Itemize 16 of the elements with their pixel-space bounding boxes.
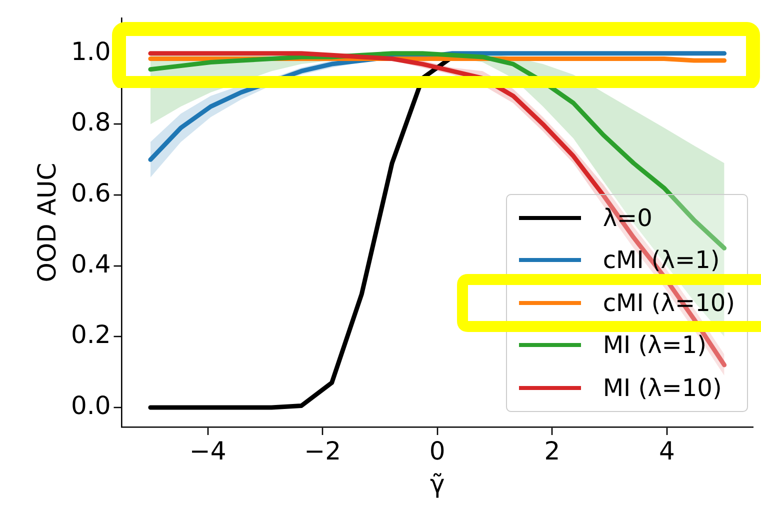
x-axis-title: γ̃ bbox=[430, 470, 445, 498]
y-tick-label: 0.6 bbox=[70, 178, 111, 208]
legend-label: cMI (λ=1) bbox=[602, 246, 720, 274]
legend-label: MI (λ=1) bbox=[602, 331, 707, 360]
legend-label: MI (λ=10) bbox=[602, 374, 722, 402]
y-tick-label: 0.2 bbox=[70, 320, 111, 350]
y-tick-label: 1.0 bbox=[70, 36, 111, 66]
x-tick-label: −2 bbox=[304, 436, 342, 466]
x-tick-label: 0 bbox=[429, 436, 446, 466]
y-axis-title: OOD AUC bbox=[32, 162, 62, 282]
y-tick-label: 0.4 bbox=[70, 249, 111, 278]
y-tick-label: 0.0 bbox=[70, 391, 111, 420]
x-tick-label: 4 bbox=[658, 436, 675, 466]
x-tick-label: 2 bbox=[544, 436, 560, 466]
y-tick-label: 0.8 bbox=[70, 108, 111, 137]
x-tick-label: −4 bbox=[189, 436, 226, 466]
